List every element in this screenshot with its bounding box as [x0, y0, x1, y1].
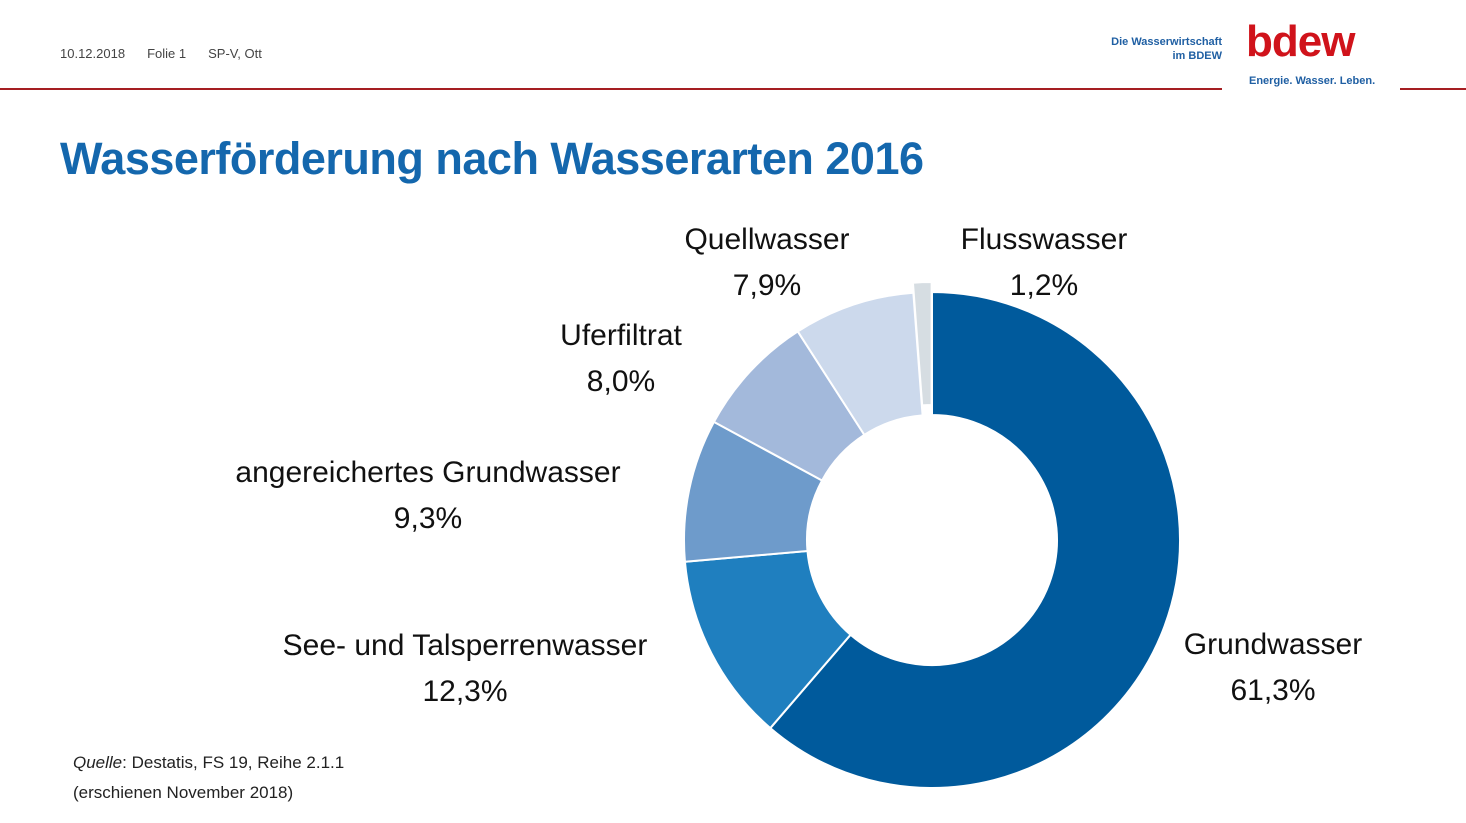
source-text: : Destatis, FS 19, Reihe 2.1.1	[122, 753, 345, 772]
label-flusswasser-name: Flusswasser	[960, 223, 1128, 256]
label-angereichertes-grundwasser-name: angereichertes Grundwasser	[235, 456, 621, 489]
label-grundwasser-value: 61,3%	[1230, 674, 1316, 707]
label-quellwasser: Quellwasser 7,9%	[666, 217, 868, 309]
slide-meta: 10.12.2018 Folie 1 SP-V, Ott	[60, 46, 262, 61]
header-rule-left	[0, 88, 1222, 90]
header-rule-right	[1400, 88, 1466, 90]
label-grundwasser-name: Grundwasser	[1183, 628, 1363, 661]
brand-line-2: im BDEW	[1172, 50, 1223, 62]
label-quellwasser-value: 7,9%	[732, 269, 802, 302]
brand-subtitle: Die Wasserwirtschaft im BDEW	[1111, 35, 1222, 63]
brand-tagline: Energie. Wasser. Leben.	[1249, 75, 1376, 87]
source-prefix: Quelle	[73, 753, 123, 772]
label-see-talsperrenwasser-value: 12,3%	[422, 675, 508, 708]
label-grundwasser: Grundwasser 61,3%	[1170, 622, 1376, 714]
source-line: Quelle: Destatis, FS 19, Reihe 2.1.1	[73, 748, 344, 778]
label-angereichertes-grundwasser-value: 9,3%	[393, 502, 463, 535]
label-see-talsperrenwasser: See- und Talsperrenwasser 12,3%	[258, 623, 672, 715]
bdew-logo: bdew	[1246, 17, 1355, 66]
slide-number: Folie 1	[147, 46, 187, 61]
slide-author: SP-V, Ott	[208, 46, 262, 61]
slide-date: 10.12.2018	[60, 46, 126, 61]
label-flusswasser: Flusswasser 1,2%	[946, 217, 1142, 309]
label-angereichertes-grundwasser: angereichertes Grundwasser 9,3%	[206, 450, 650, 542]
slice-grundwasser	[768, 290, 1181, 789]
slice-flusswasser	[911, 281, 933, 407]
brand-line-1: Die Wasserwirtschaft	[1111, 36, 1222, 48]
label-quellwasser-name: Quellwasser	[684, 223, 850, 256]
label-flusswasser-value: 1,2%	[1009, 269, 1079, 302]
label-uferfiltrat-value: 8,0%	[586, 365, 656, 398]
source-note: Quelle: Destatis, FS 19, Reihe 2.1.1 (er…	[73, 748, 344, 808]
label-uferfiltrat: Uferfiltrat 8,0%	[532, 313, 710, 405]
chart-title: Wasserförderung nach Wasserarten 2016	[60, 133, 924, 184]
label-see-talsperrenwasser-name: See- und Talsperrenwasser	[282, 629, 648, 662]
label-uferfiltrat-name: Uferfiltrat	[560, 319, 682, 352]
source-publication-note: (erschienen November 2018)	[73, 783, 294, 802]
